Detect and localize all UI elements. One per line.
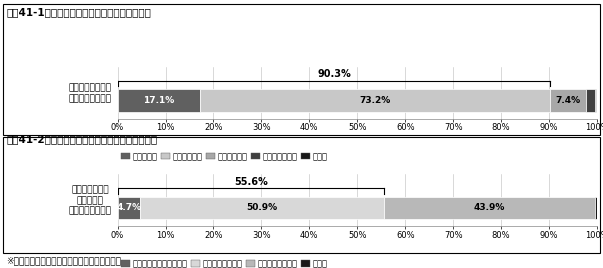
Text: 医薬品が余った
経験の有無
（患者への調査）: 医薬品が余った 経験の有無 （患者への調査） bbox=[69, 185, 112, 215]
Text: 43.9%: 43.9% bbox=[474, 203, 505, 212]
Legend: 大量に余ったことがある, 余ったことがある, 余ったことはない, 無回答: 大量に余ったことがある, 余ったことがある, 余ったことはない, 無回答 bbox=[121, 259, 327, 268]
Text: 4.7%: 4.7% bbox=[116, 203, 142, 212]
Text: 図表41-2．医薬品が余ったことがある患者の割合: 図表41-2．医薬品が余ったことがある患者の割合 bbox=[6, 134, 157, 144]
Bar bbox=[140, 197, 384, 219]
Bar bbox=[118, 90, 200, 112]
Text: 90.3%: 90.3% bbox=[317, 69, 351, 79]
Text: 73.2%: 73.2% bbox=[359, 96, 391, 105]
Text: ※欄外の注記に記載の資料をもとに、著者作成: ※欄外の注記に記載の資料をもとに、著者作成 bbox=[6, 256, 121, 265]
Text: 図表41-1．残薬を有する患者がいた薬局の割合: 図表41-1．残薬を有する患者がいた薬局の割合 bbox=[6, 7, 151, 17]
Bar bbox=[118, 197, 140, 219]
Text: 50.9%: 50.9% bbox=[247, 203, 278, 212]
Bar bbox=[586, 90, 595, 112]
Text: 残薬を有する患者
（薬局への調査）: 残薬を有する患者 （薬局への調査） bbox=[69, 83, 112, 103]
Legend: 頻繁にいる, ときどきいる, あまりいない, ほとんどいない, 無回答: 頻繁にいる, ときどきいる, あまりいない, ほとんどいない, 無回答 bbox=[121, 152, 327, 161]
Bar bbox=[595, 90, 596, 112]
Text: 17.1%: 17.1% bbox=[143, 96, 174, 105]
Text: 7.4%: 7.4% bbox=[555, 96, 581, 105]
Text: 55.6%: 55.6% bbox=[234, 177, 268, 187]
Bar bbox=[384, 197, 595, 219]
Bar bbox=[551, 90, 586, 112]
Bar bbox=[595, 197, 597, 219]
Bar bbox=[200, 90, 551, 112]
